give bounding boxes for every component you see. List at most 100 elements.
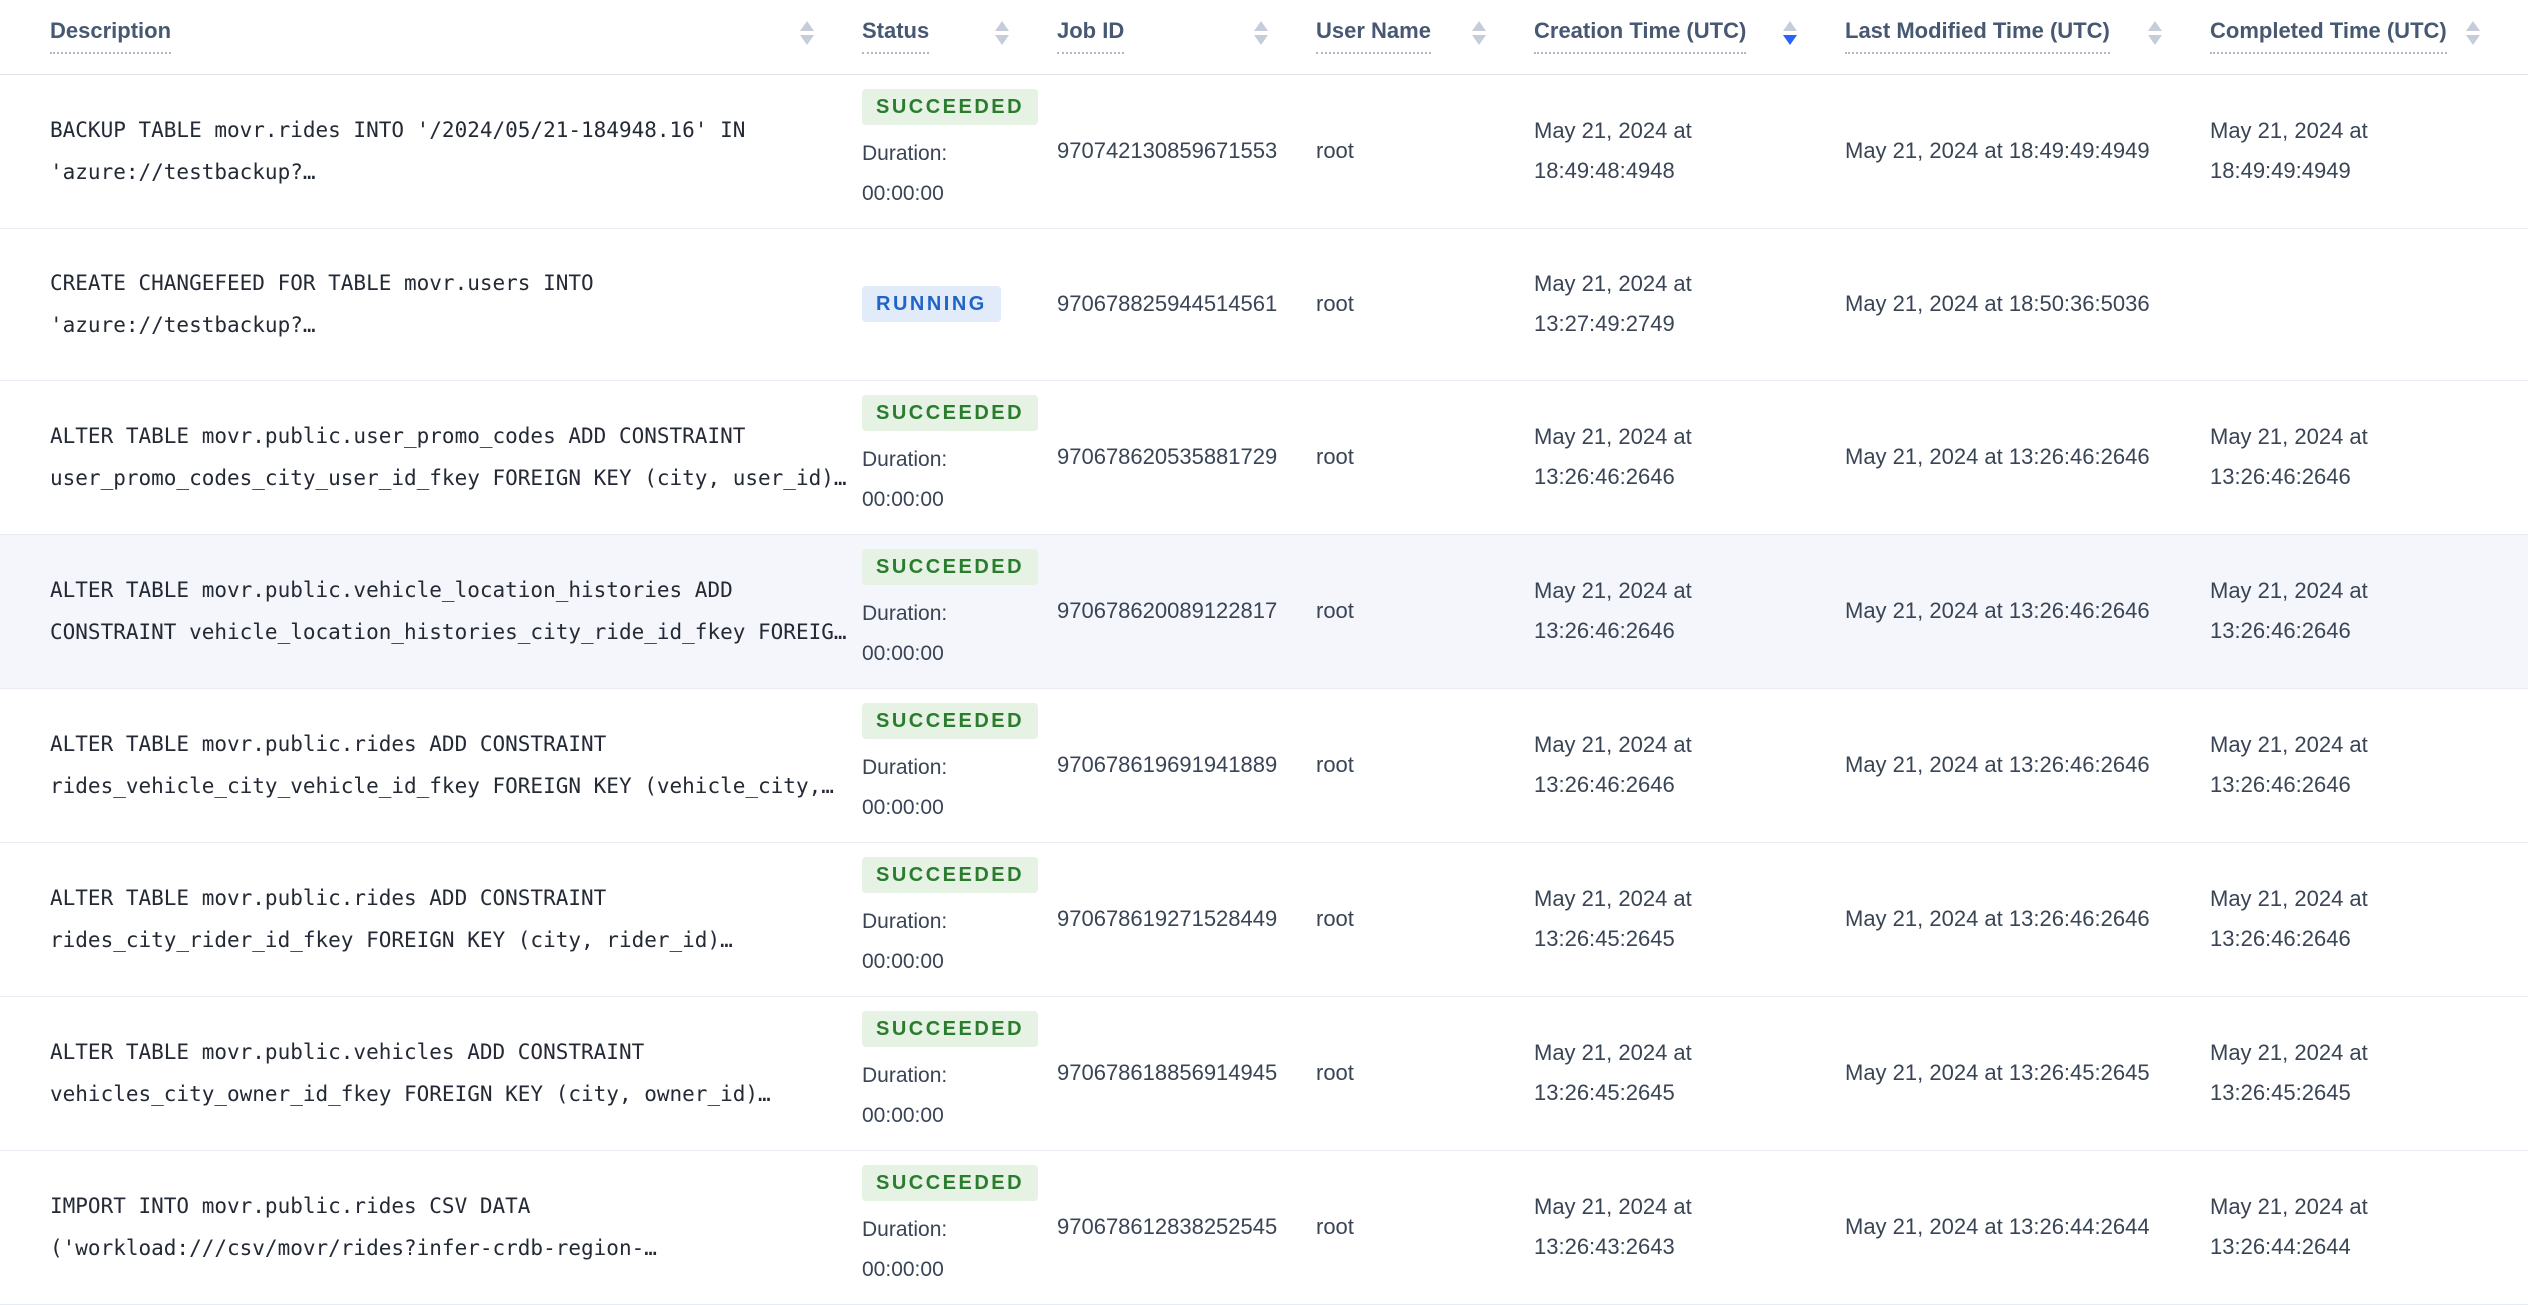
completed-time-cell: May 21, 2024 at 13:26:46:2646 [2210, 534, 2528, 688]
job-id-cell: 970678619691941889 [1057, 688, 1316, 842]
last-modified-time-cell: May 21, 2024 at 13:26:46:2646 [1845, 534, 2210, 688]
creation-time-cell: May 21, 2024 at 13:26:45:2645 [1534, 842, 1845, 996]
user-name-cell: root [1316, 688, 1534, 842]
job-description[interactable]: ALTER TABLE movr.public.vehicles ADD CON… [50, 1040, 771, 1106]
job-description[interactable]: BACKUP TABLE movr.rides INTO '/2024/05/2… [50, 118, 746, 184]
job-description-cell: CREATE CHANGEFEED FOR TABLE movr.users I… [0, 228, 862, 380]
duration-value: 00:00:00 [862, 641, 944, 665]
completed-time: May 21, 2024 at 13:26:46:2646 [2210, 424, 2368, 489]
last-modified-time: May 21, 2024 at 13:26:45:2645 [1845, 1060, 2150, 1085]
user-name: root [1316, 906, 1354, 931]
table-row: CREATE CHANGEFEED FOR TABLE movr.users I… [0, 228, 2528, 380]
duration-value: 00:00:00 [862, 181, 944, 205]
creation-time: May 21, 2024 at 13:26:46:2646 [1534, 732, 1692, 797]
job-id-cell: 970742130859671553 [1057, 74, 1316, 228]
last-modified-time-cell: May 21, 2024 at 13:26:46:2646 [1845, 688, 2210, 842]
last-modified-time-cell: May 21, 2024 at 13:26:44:2644 [1845, 1150, 2210, 1304]
job-status-cell: SUCCEEDED Duration: 00:00:00 [862, 74, 1057, 228]
completed-time-cell: May 21, 2024 at 13:26:44:2644 [2210, 1150, 2528, 1304]
sort-icons [1254, 21, 1268, 45]
job-description-cell: ALTER TABLE movr.public.rides ADD CONSTR… [0, 688, 862, 842]
job-description[interactable]: ALTER TABLE movr.public.rides ADD CONSTR… [50, 886, 733, 952]
column-header-label: Description [50, 18, 172, 55]
last-modified-time: May 21, 2024 at 13:26:46:2646 [1845, 752, 2150, 777]
duration-label: Duration: [862, 1217, 948, 1241]
status-badge: SUCCEEDED [862, 394, 1039, 431]
job-status-cell: SUCCEEDED Duration: 00:00:00 [862, 534, 1057, 688]
duration-label: Duration: [862, 601, 948, 625]
jobs-table-header: Description Status Job ID User Name Creation… [0, 0, 2528, 75]
job-status-cell: SUCCEEDED Duration: 00:00:00 [862, 842, 1057, 996]
completed-time: May 21, 2024 at 13:26:44:2644 [2210, 1194, 2368, 1259]
duration-label: Duration: [862, 141, 948, 165]
creation-time: May 21, 2024 at 13:26:43:2643 [1534, 1194, 1692, 1259]
table-row: ALTER TABLE movr.public.user_promo_codes… [0, 380, 2528, 534]
completed-time: May 21, 2024 at 13:26:46:2646 [2210, 578, 2368, 643]
duration-label: Duration: [862, 755, 948, 779]
column-header-user-name[interactable]: User Name [1316, 0, 1534, 75]
duration-label: Duration: [862, 447, 948, 471]
completed-time-cell [2210, 228, 2528, 380]
job-id: 970678619691941889 [1057, 752, 1278, 777]
sort-desc-icon [800, 35, 814, 45]
job-id-cell: 970678619271528449 [1057, 842, 1316, 996]
duration-label: Duration: [862, 1063, 948, 1087]
user-name-cell: root [1316, 74, 1534, 228]
sort-asc-icon [2466, 21, 2480, 31]
last-modified-time-cell: May 21, 2024 at 13:26:46:2646 [1845, 380, 2210, 534]
duration-value: 00:00:00 [862, 487, 944, 511]
sort-desc-icon [1783, 35, 1797, 45]
column-header-job-id[interactable]: Job ID [1057, 0, 1316, 75]
column-header-status[interactable]: Status [862, 0, 1057, 75]
last-modified-time: May 21, 2024 at 18:50:36:5036 [1845, 291, 2150, 316]
job-description[interactable]: CREATE CHANGEFEED FOR TABLE movr.users I… [50, 271, 594, 337]
column-header-creation-time[interactable]: Creation Time (UTC) [1534, 0, 1845, 75]
table-row: ALTER TABLE movr.public.rides ADD CONSTR… [0, 688, 2528, 842]
column-header-last-modified-time[interactable]: Last Modified Time (UTC) [1845, 0, 2210, 75]
sort-icons [1783, 21, 1797, 45]
creation-time: May 21, 2024 at 13:26:45:2645 [1534, 886, 1692, 951]
job-description[interactable]: ALTER TABLE movr.public.user_promo_codes… [50, 424, 847, 490]
sort-icons [995, 21, 1009, 45]
column-header-label: Status [862, 18, 930, 55]
job-description-cell: IMPORT INTO movr.public.rides CSV DATA (… [0, 1150, 862, 1304]
status-badge: SUCCEEDED [862, 702, 1039, 739]
sort-desc-icon [1254, 35, 1268, 45]
completed-time: May 21, 2024 at 13:26:46:2646 [2210, 732, 2368, 797]
sort-icons [800, 21, 814, 45]
column-header-completed-time[interactable]: Completed Time (UTC) [2210, 0, 2528, 75]
job-description[interactable]: IMPORT INTO movr.public.rides CSV DATA (… [50, 1194, 657, 1260]
job-id-cell: 970678620089122817 [1057, 534, 1316, 688]
last-modified-time: May 21, 2024 at 13:26:44:2644 [1845, 1214, 2150, 1239]
last-modified-time-cell: May 21, 2024 at 18:49:49:4949 [1845, 74, 2210, 228]
job-description-cell: BACKUP TABLE movr.rides INTO '/2024/05/2… [0, 74, 862, 228]
sort-desc-icon [2466, 35, 2480, 45]
user-name: root [1316, 1060, 1354, 1085]
job-id-cell: 970678618856914945 [1057, 996, 1316, 1150]
user-name: root [1316, 752, 1354, 777]
user-name: root [1316, 1214, 1354, 1239]
sort-desc-icon [1472, 35, 1486, 45]
last-modified-time: May 21, 2024 at 18:49:49:4949 [1845, 138, 2150, 163]
job-status-cell: SUCCEEDED Duration: 00:00:00 [862, 688, 1057, 842]
job-id: 970678620089122817 [1057, 598, 1278, 623]
job-status-cell: RUNNING [862, 228, 1057, 380]
last-modified-time: May 21, 2024 at 13:26:46:2646 [1845, 906, 2150, 931]
job-status-cell: SUCCEEDED Duration: 00:00:00 [862, 996, 1057, 1150]
duration-value: 00:00:00 [862, 949, 944, 973]
table-row: ALTER TABLE movr.public.vehicle_location… [0, 534, 2528, 688]
creation-time: May 21, 2024 at 18:49:48:4948 [1534, 118, 1692, 183]
user-name: root [1316, 598, 1354, 623]
table-row: BACKUP TABLE movr.rides INTO '/2024/05/2… [0, 74, 2528, 228]
duration-value: 00:00:00 [862, 795, 944, 819]
job-description[interactable]: ALTER TABLE movr.public.rides ADD CONSTR… [50, 732, 834, 798]
jobs-table-body: BACKUP TABLE movr.rides INTO '/2024/05/2… [0, 74, 2528, 1304]
creation-time-cell: May 21, 2024 at 13:26:43:2643 [1534, 1150, 1845, 1304]
job-description[interactable]: ALTER TABLE movr.public.vehicle_location… [50, 578, 847, 644]
column-header-description[interactable]: Description [0, 0, 862, 75]
completed-time-cell: May 21, 2024 at 18:49:49:4949 [2210, 74, 2528, 228]
last-modified-time-cell: May 21, 2024 at 18:50:36:5036 [1845, 228, 2210, 380]
job-status-cell: SUCCEEDED Duration: 00:00:00 [862, 380, 1057, 534]
column-header-label: Job ID [1057, 18, 1125, 55]
